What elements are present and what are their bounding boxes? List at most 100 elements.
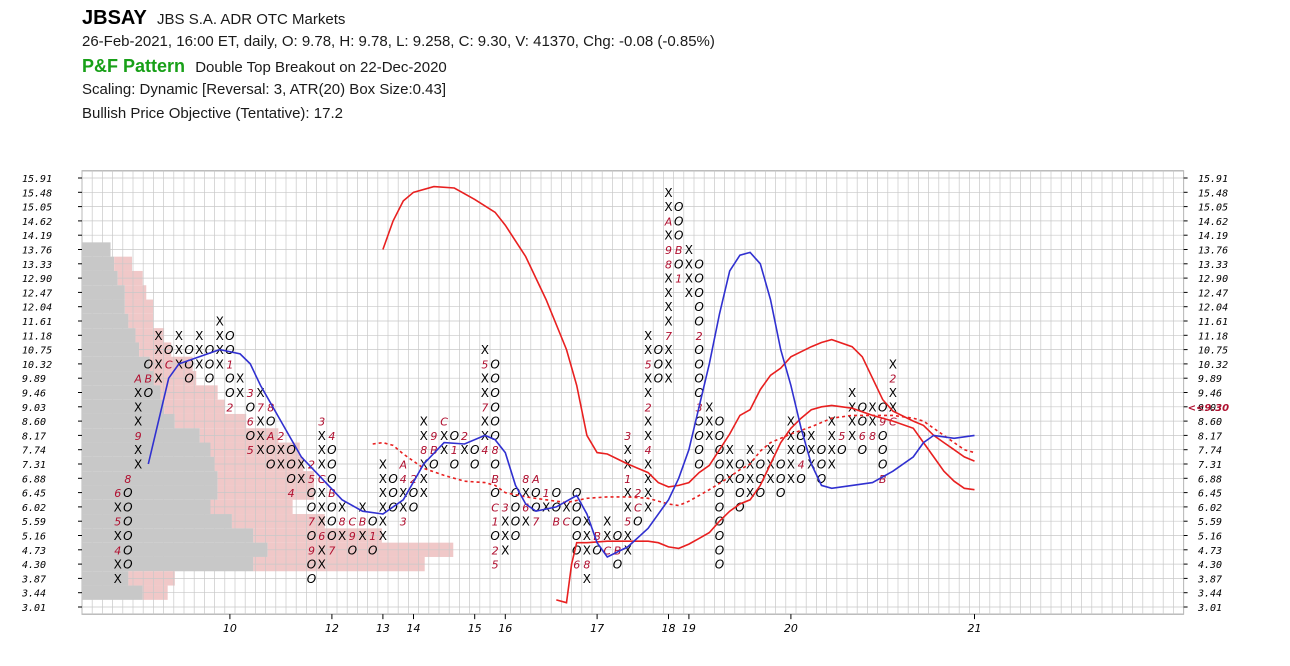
price-label-right: 15.05 (1198, 203, 1228, 214)
o-box: O (511, 486, 520, 500)
o-box: O (388, 486, 397, 500)
month-marker: 2 (308, 459, 315, 472)
month-marker: B (145, 373, 153, 386)
price-label-left: 15.91 (22, 174, 52, 185)
o-box: O (817, 443, 826, 457)
o-box: O (613, 529, 622, 543)
x-box: X (440, 443, 448, 457)
o-box: O (531, 500, 540, 514)
o-box: O (735, 472, 744, 486)
o-box: O (878, 458, 887, 472)
o-box: O (694, 343, 703, 357)
o-box: O (817, 458, 826, 472)
pattern-value: Double Top Breakout on 22-Dec-2020 (195, 59, 447, 76)
o-box: O (511, 529, 520, 543)
month-marker: 8 (522, 473, 529, 486)
price-label-right: 13.33 (1198, 260, 1228, 271)
o-box: O (225, 386, 234, 400)
x-box: X (522, 515, 530, 529)
x-box: X (379, 500, 387, 514)
price-label-left: 6.02 (22, 503, 46, 514)
x-box: X (318, 443, 326, 457)
x-box: X (726, 472, 734, 486)
month-marker: B (593, 530, 601, 543)
x-box: X (889, 386, 897, 400)
x-box: X (216, 315, 224, 329)
o-box: O (450, 458, 459, 472)
o-box: O (715, 543, 724, 557)
x-box: X (522, 486, 530, 500)
o-box: O (796, 429, 805, 443)
o-box: O (858, 443, 867, 457)
o-box: O (327, 515, 336, 529)
price-label-left: 14.19 (22, 231, 52, 242)
price-label-left: 15.05 (22, 203, 52, 214)
month-marker: B (614, 544, 622, 557)
month-marker: 4 (645, 444, 652, 457)
month-marker: C (165, 358, 173, 371)
x-box: X (318, 515, 326, 529)
month-marker: 2 (696, 330, 703, 343)
price-label-left: 5.16 (22, 532, 46, 543)
x-box: X (338, 500, 346, 514)
quote-line: 26-Feb-2021, 16:00 ET, daily, O: 9.78, H… (82, 33, 715, 50)
x-box: X (685, 272, 693, 286)
x-box: X (277, 443, 285, 457)
o-box: O (246, 400, 255, 414)
o-box: O (286, 443, 295, 457)
price-label-right: 14.62 (1198, 217, 1228, 228)
x-box: X (664, 357, 672, 371)
price-label-right: 6.02 (1198, 503, 1222, 514)
x-box: X (379, 472, 387, 486)
price-label-right: 12.90 (1198, 274, 1228, 285)
price-label-right: 6.45 (1198, 489, 1222, 500)
o-box: O (654, 357, 663, 371)
o-box: O (613, 558, 622, 572)
x-box: X (318, 486, 326, 500)
month-marker: 2 (634, 487, 641, 500)
o-box: O (286, 472, 295, 486)
x-box: X (664, 200, 672, 214)
month-marker: 5 (114, 516, 121, 529)
o-box: O (327, 443, 336, 457)
o-box: O (796, 443, 805, 457)
x-box: X (685, 286, 693, 300)
o-box: O (490, 386, 499, 400)
x-box: X (460, 443, 468, 457)
o-box: O (123, 500, 132, 514)
month-marker: A (664, 215, 673, 228)
month-marker: 9 (665, 244, 672, 257)
o-box: O (878, 429, 887, 443)
month-marker: 7 (308, 516, 315, 529)
x-box: X (889, 357, 897, 371)
x-box: X (746, 486, 754, 500)
month-marker: A (531, 473, 540, 486)
x-box: X (481, 343, 489, 357)
x-box: X (624, 443, 632, 457)
o-box: O (531, 486, 540, 500)
x-box: X (685, 243, 693, 257)
x-box: X (889, 400, 897, 414)
o-box: O (817, 472, 826, 486)
o-box: O (674, 214, 683, 228)
month-marker: C (634, 501, 642, 514)
o-box: O (694, 357, 703, 371)
x-box: X (726, 443, 734, 457)
o-box: O (123, 558, 132, 572)
month-marker: 5 (247, 444, 254, 457)
x-box: X (134, 443, 142, 457)
month-marker: 4 (114, 544, 121, 557)
o-box: O (511, 500, 520, 514)
x-box: X (562, 500, 570, 514)
o-box: O (756, 458, 765, 472)
x-box: X (848, 415, 856, 429)
price-label-right: 7.31 (1198, 460, 1222, 471)
price-label-right: 5.16 (1198, 532, 1222, 543)
month-marker: 9 (349, 530, 356, 543)
o-box: O (694, 272, 703, 286)
x-axis-label: 17 (590, 622, 604, 635)
month-marker: C (889, 416, 897, 429)
o-box: O (715, 529, 724, 543)
month-marker: 1 (226, 358, 233, 371)
x-box: X (154, 357, 162, 371)
